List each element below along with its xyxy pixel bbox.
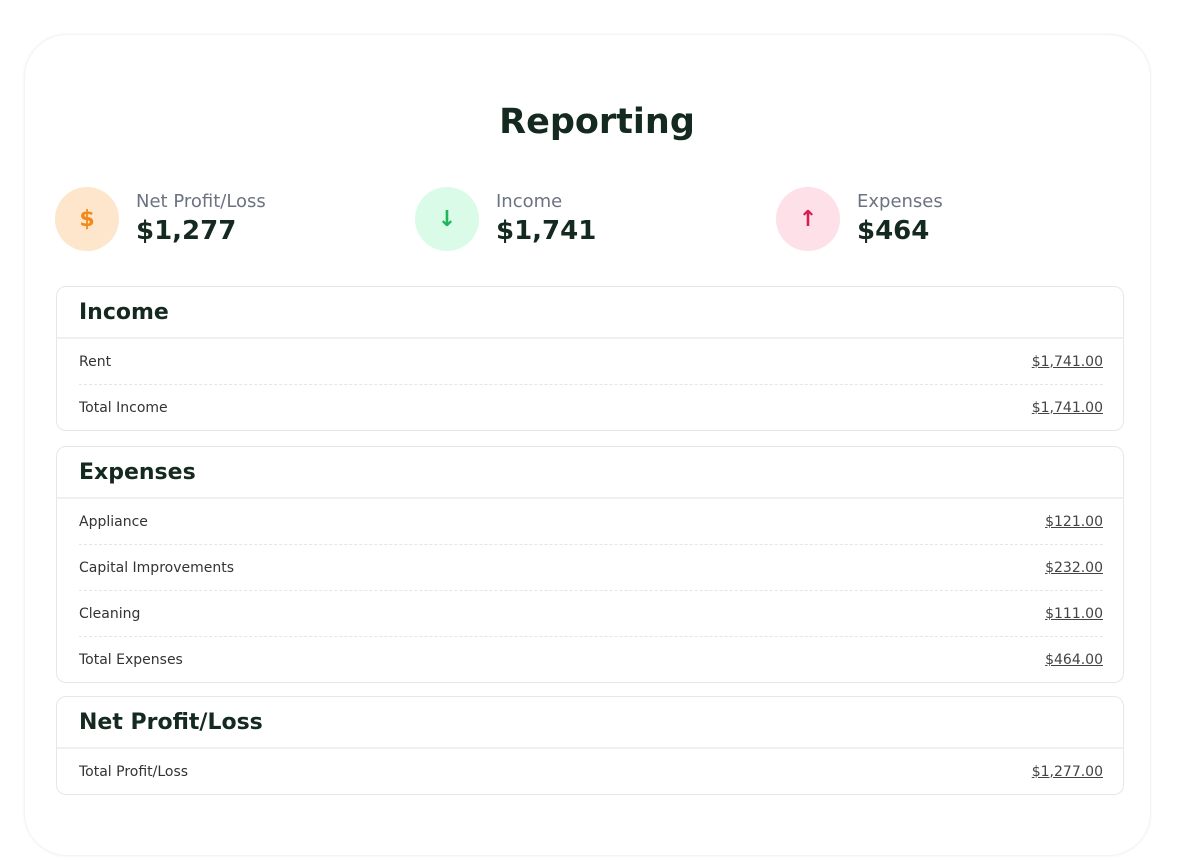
table-row: Total Expenses $464.00 <box>79 637 1103 682</box>
stat-expenses: ↑ Expenses $464 <box>776 187 943 251</box>
stat-income: ↓ Income $1,741 <box>415 187 596 251</box>
table-row: Appliance $121.00 <box>79 499 1103 545</box>
stat-label: Net Profit/Loss <box>136 191 266 212</box>
stat-net-profit-loss: $ Net Profit/Loss $1,277 <box>55 187 266 251</box>
row-label: Total Expenses <box>79 651 183 668</box>
net-profit-section: Net Profit/Loss Total Profit/Loss $1,277… <box>56 696 1124 795</box>
table-row: Total Income $1,741.00 <box>79 385 1103 430</box>
expenses-section: Expenses Appliance $121.00 Capital Improv… <box>56 446 1124 683</box>
table-row: Rent $1,741.00 <box>79 339 1103 385</box>
stat-value: $1,741 <box>496 216 597 246</box>
row-amount-link[interactable]: $111.00 <box>1045 605 1103 622</box>
row-amount-link[interactable]: $1,741.00 <box>1031 353 1103 370</box>
page-title: Reporting <box>499 102 695 142</box>
section-title: Expenses <box>57 447 1123 499</box>
row-amount-link[interactable]: $232.00 <box>1045 559 1103 576</box>
row-label: Cleaning <box>79 605 141 622</box>
section-title: Net Profit/Loss <box>57 697 1123 749</box>
row-label: Total Income <box>79 399 168 416</box>
arrow-up-icon: ↑ <box>776 187 840 251</box>
income-section: Income Rent $1,741.00 Total Income $1,741… <box>56 286 1124 431</box>
arrow-down-icon: ↓ <box>415 187 479 251</box>
row-amount-link[interactable]: $121.00 <box>1045 513 1103 530</box>
row-label: Rent <box>79 353 112 370</box>
table-row: Total Profit/Loss $1,277.00 <box>79 749 1103 794</box>
section-title: Income <box>57 287 1123 339</box>
stat-value: $1,277 <box>136 216 237 246</box>
row-amount-link[interactable]: $1,741.00 <box>1031 399 1103 416</box>
stat-label: Expenses <box>857 191 943 212</box>
dollar-icon: $ <box>55 187 119 251</box>
row-label: Appliance <box>79 513 148 530</box>
row-amount-link[interactable]: $1,277.00 <box>1031 763 1103 780</box>
row-label: Total Profit/Loss <box>79 763 189 780</box>
table-row: Capital Improvements $232.00 <box>79 545 1103 591</box>
stat-label: Income <box>496 191 563 212</box>
stat-value: $464 <box>857 216 930 246</box>
row-amount-link[interactable]: $464.00 <box>1045 651 1103 668</box>
row-label: Capital Improvements <box>79 559 235 576</box>
table-row: Cleaning $111.00 <box>79 591 1103 637</box>
